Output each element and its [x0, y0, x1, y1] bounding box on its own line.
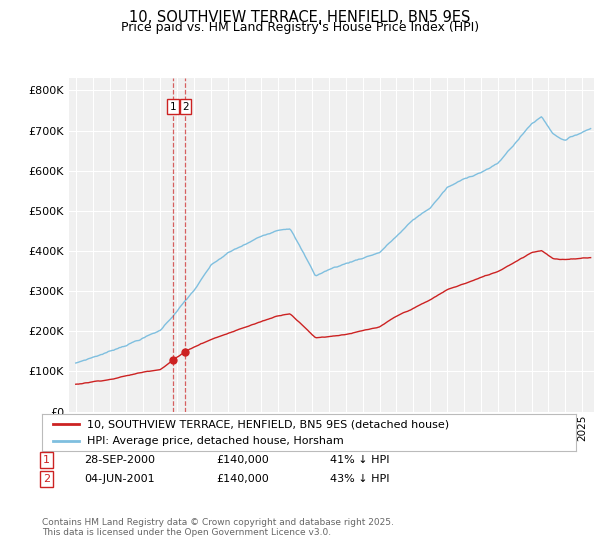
Text: 1: 1 [170, 101, 176, 111]
Text: 10, SOUTHVIEW TERRACE, HENFIELD, BN5 9ES (detached house): 10, SOUTHVIEW TERRACE, HENFIELD, BN5 9ES… [88, 419, 449, 429]
Text: HPI: Average price, detached house, Horsham: HPI: Average price, detached house, Hors… [88, 436, 344, 446]
Text: 28-SEP-2000: 28-SEP-2000 [84, 455, 155, 465]
Text: 04-JUN-2001: 04-JUN-2001 [84, 474, 155, 484]
Text: 1: 1 [43, 455, 50, 465]
Text: Contains HM Land Registry data © Crown copyright and database right 2025.
This d: Contains HM Land Registry data © Crown c… [42, 518, 394, 538]
Text: 41% ↓ HPI: 41% ↓ HPI [330, 455, 389, 465]
Text: £140,000: £140,000 [216, 455, 269, 465]
Text: 43% ↓ HPI: 43% ↓ HPI [330, 474, 389, 484]
Text: 2: 2 [182, 101, 189, 111]
Text: 2: 2 [43, 474, 50, 484]
Text: Price paid vs. HM Land Registry's House Price Index (HPI): Price paid vs. HM Land Registry's House … [121, 21, 479, 34]
Text: 10, SOUTHVIEW TERRACE, HENFIELD, BN5 9ES: 10, SOUTHVIEW TERRACE, HENFIELD, BN5 9ES [130, 10, 470, 25]
Text: £140,000: £140,000 [216, 474, 269, 484]
